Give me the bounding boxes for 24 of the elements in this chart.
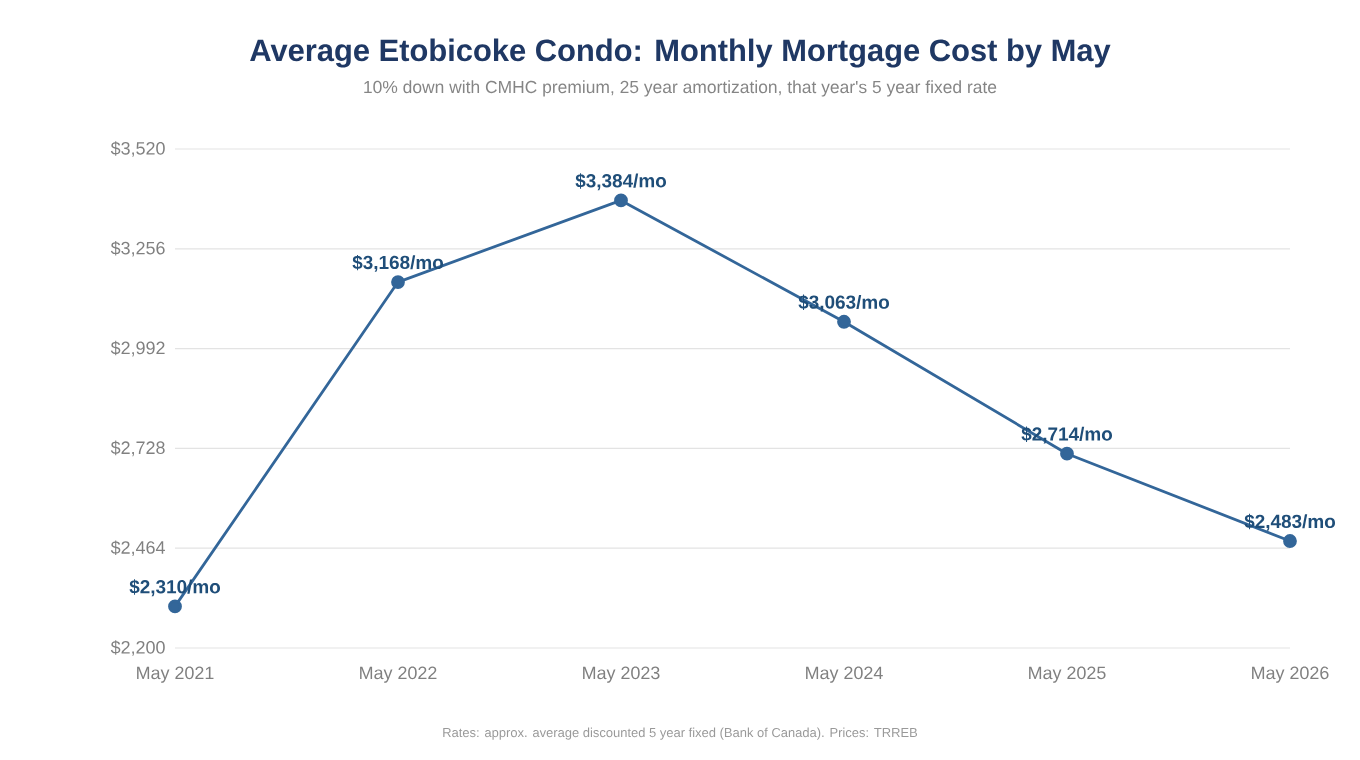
point bbox=[168, 599, 182, 614]
point bbox=[1060, 446, 1074, 461]
y-tick-label: $3,520 bbox=[110, 141, 165, 157]
text: Rates: approx. average discounted 5 year fixed (Bank of Canada). Prices: TRREB bbox=[443, 727, 918, 740]
x-tick-label: May 2023 bbox=[583, 666, 660, 683]
y-tick-label: $2,200 bbox=[110, 640, 165, 656]
chart-title: Average Etobicoke Condo: Monthly Mortgage Cost by May bbox=[250, 38, 1111, 68]
point bbox=[837, 314, 851, 329]
point bbox=[1283, 534, 1297, 548]
data-label: $3,384/mo bbox=[575, 173, 667, 191]
y-tick-label: $2,464 bbox=[110, 540, 165, 556]
y-tick-label: $2,728 bbox=[110, 440, 165, 457]
point bbox=[391, 275, 405, 289]
x-tick-label: May 2024 bbox=[806, 666, 883, 683]
y-tick-label: $2,992 bbox=[110, 340, 165, 357]
y-tick-label: $3,256 bbox=[110, 241, 165, 257]
x-tick-label: May 2025 bbox=[1029, 666, 1106, 683]
chart-subtitle: 10% down with CMHC premium, 25 year amortization, that year's 5 year fixed rate bbox=[364, 80, 997, 97]
x-tick-label: May 2021 bbox=[137, 666, 214, 683]
x-tick-label: May 2022 bbox=[360, 666, 437, 683]
data-label: $3,168/mo bbox=[352, 254, 444, 272]
point bbox=[614, 193, 628, 208]
x-tick-label: May 2026 bbox=[1252, 666, 1329, 683]
data-label: $2,483/mo bbox=[1244, 513, 1335, 531]
